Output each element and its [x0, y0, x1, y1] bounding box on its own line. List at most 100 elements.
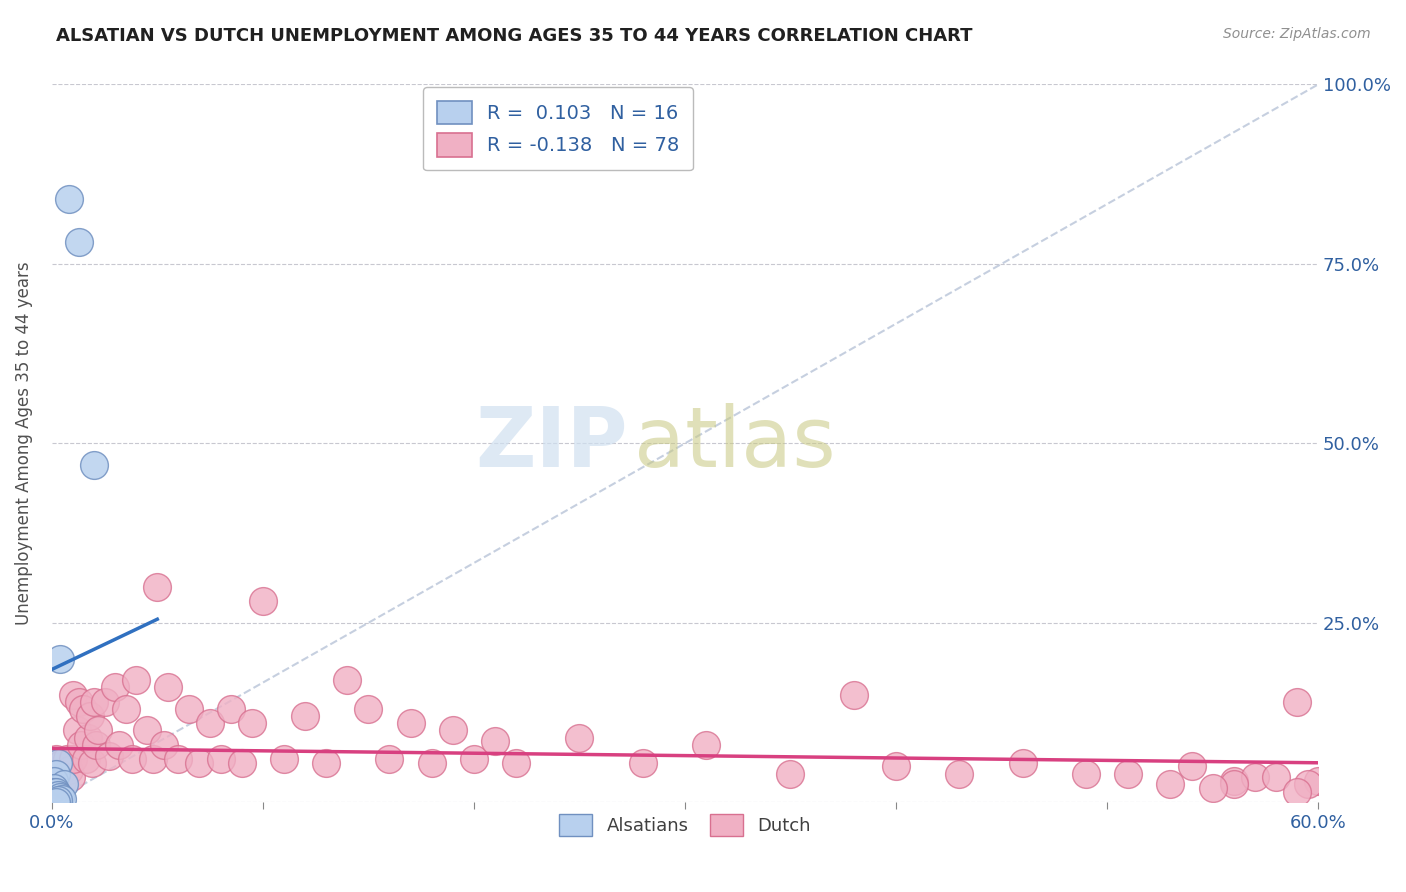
Point — [87, 723, 110, 738]
Point — [62, 688, 84, 702]
Point — [1308, 773, 1330, 788]
Point — [72, 702, 94, 716]
Point — [1159, 777, 1181, 791]
Point — [188, 756, 211, 770]
Point — [695, 738, 717, 752]
Point — [46, 756, 69, 770]
Point — [631, 756, 654, 770]
Point — [125, 673, 148, 688]
Point — [67, 235, 90, 250]
Point — [294, 709, 316, 723]
Point — [51, 773, 73, 788]
Point — [45, 752, 67, 766]
Point — [779, 766, 801, 780]
Point — [1222, 777, 1244, 791]
Point — [1201, 780, 1223, 795]
Text: Source: ZipAtlas.com: Source: ZipAtlas.com — [1223, 27, 1371, 41]
Point — [42, 780, 65, 795]
Point — [114, 702, 136, 716]
Point — [49, 766, 72, 780]
Point — [231, 756, 253, 770]
Point — [42, 766, 65, 780]
Point — [45, 795, 67, 809]
Point — [42, 773, 65, 788]
Point — [49, 789, 72, 804]
Point — [1011, 756, 1033, 770]
Point — [948, 766, 970, 780]
Point — [58, 192, 80, 206]
Point — [252, 594, 274, 608]
Point — [83, 458, 105, 472]
Point — [209, 752, 232, 766]
Point — [441, 723, 464, 738]
Point — [55, 752, 77, 766]
Point — [93, 695, 115, 709]
Point — [219, 702, 242, 716]
Point — [46, 793, 69, 807]
Point — [1285, 784, 1308, 798]
Point — [58, 763, 80, 777]
Point — [156, 681, 179, 695]
Point — [1296, 777, 1319, 791]
Point — [1180, 759, 1202, 773]
Point — [336, 673, 359, 688]
Point — [45, 784, 67, 798]
Point — [59, 770, 82, 784]
Point — [315, 756, 337, 770]
Point — [121, 752, 143, 766]
Point — [45, 766, 67, 780]
Point — [142, 752, 165, 766]
Text: ALSATIAN VS DUTCH UNEMPLOYMENT AMONG AGES 35 TO 44 YEARS CORRELATION CHART: ALSATIAN VS DUTCH UNEMPLOYMENT AMONG AGE… — [56, 27, 973, 45]
Point — [75, 752, 97, 766]
Point — [104, 681, 127, 695]
Point — [240, 716, 263, 731]
Point — [1116, 766, 1139, 780]
Point — [67, 695, 90, 709]
Text: ZIP: ZIP — [475, 403, 628, 483]
Point — [378, 752, 401, 766]
Point — [505, 756, 527, 770]
Point — [273, 752, 295, 766]
Point — [53, 777, 76, 791]
Point — [399, 716, 422, 731]
Point — [357, 702, 380, 716]
Text: atlas: atlas — [634, 403, 837, 483]
Point — [46, 788, 69, 802]
Point — [51, 756, 73, 770]
Point — [108, 738, 131, 752]
Point — [463, 752, 485, 766]
Point — [146, 580, 169, 594]
Legend: Alsatians, Dutch: Alsatians, Dutch — [553, 807, 818, 844]
Point — [484, 734, 506, 748]
Point — [42, 784, 65, 798]
Point — [84, 738, 107, 752]
Point — [135, 723, 157, 738]
Point — [568, 731, 591, 745]
Point — [79, 709, 101, 723]
Point — [1264, 770, 1286, 784]
Y-axis label: Unemployment Among Ages 35 to 44 years: Unemployment Among Ages 35 to 44 years — [15, 261, 32, 625]
Point — [70, 738, 93, 752]
Point — [420, 756, 443, 770]
Point — [66, 723, 89, 738]
Point — [884, 759, 907, 773]
Point — [97, 748, 120, 763]
Point — [1222, 773, 1244, 788]
Point — [46, 759, 69, 773]
Point — [177, 702, 200, 716]
Point — [842, 688, 865, 702]
Point — [1285, 695, 1308, 709]
Point — [83, 695, 105, 709]
Point — [167, 752, 190, 766]
Point — [1243, 770, 1265, 784]
Point — [49, 651, 72, 665]
Point — [42, 773, 65, 788]
Point — [62, 752, 84, 766]
Point — [51, 791, 73, 805]
Point — [76, 731, 98, 745]
Point — [45, 777, 67, 791]
Point — [80, 756, 103, 770]
Point — [198, 716, 221, 731]
Point — [152, 738, 174, 752]
Point — [1074, 766, 1097, 780]
